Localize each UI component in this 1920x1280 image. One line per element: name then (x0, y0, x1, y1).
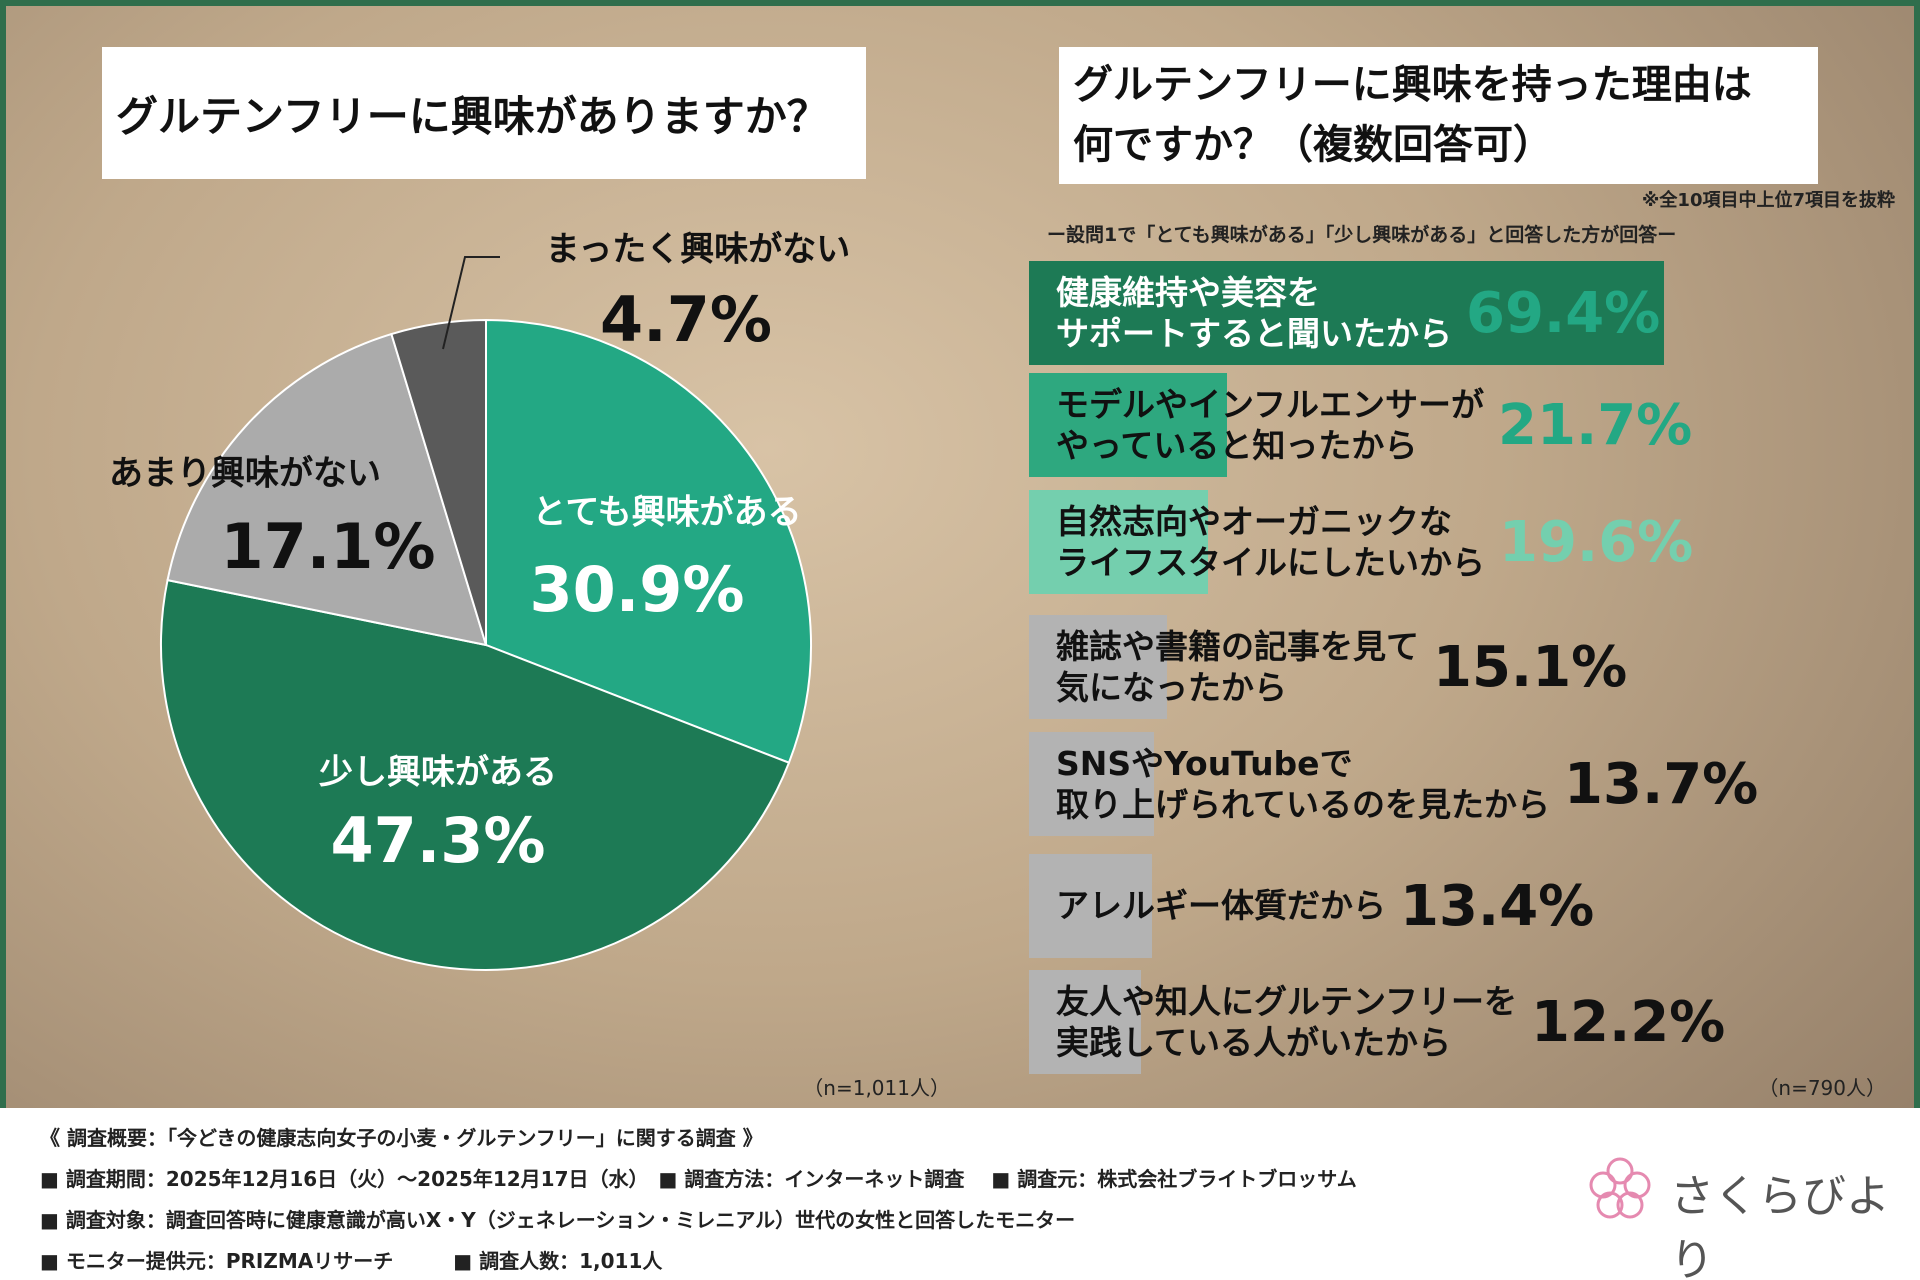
slice-value: 30.9% (529, 553, 744, 626)
bar-value: 12.2% (1531, 989, 1726, 1055)
pie-slice (485, 318, 812, 765)
bar-row: 健康維持や美容を サポートすると聞いたから 69.4% (1056, 261, 1660, 365)
bar-label: 友人や知人にグルテンフリーを 実践している人がいたから (1056, 981, 1518, 1062)
bar (1029, 615, 1168, 719)
bar (1029, 490, 1209, 594)
bar (1029, 373, 1228, 477)
logo-icon (1589, 1157, 1651, 1219)
bar-row: アレルギー体質だから 13.4% (1056, 854, 1594, 958)
bar (1029, 970, 1141, 1074)
bar-value: 21.7% (1498, 392, 1693, 458)
pie-title: グルテンフリーに興味がありますか？ (102, 47, 866, 179)
bar-row: 自然志向やオーガニックな ライフスタイルにしたいから 19.6% (1056, 490, 1693, 594)
pie-note: （n=1,011人） (803, 1076, 950, 1100)
bar-row: 雑誌や書籍の記事を見て 気になったから 15.1% (1056, 615, 1627, 719)
slice-label: あまり興味がない (109, 454, 381, 494)
slice-value: 4.7% (600, 283, 772, 356)
bar-value: 13.7% (1564, 751, 1759, 817)
pie-slice (166, 332, 488, 647)
bar-label: SNSやYouTubeで 取り上げられているのを見たから (1056, 743, 1551, 824)
bar-label: モデルやインフルエンサーが やっていると知ったから (1056, 384, 1485, 465)
leader-line (442, 256, 500, 350)
footer: 《 調査概要：「今どきの健康志向女子の小麦・グルテンフリー」に関する調査 》 ■ … (0, 1108, 1920, 1280)
footer-line: ■ 調査期間：2025年12月16日（火）～2025年12月17日（水） ■ 調… (40, 1167, 1357, 1191)
pie-chart: とても興味がある 30.9% 少し興味がある 47.3% あまり興味がない 17.1% まっ… (109, 230, 851, 971)
bar-label: 自然志向やオーガニックな ライフスタイルにしたいから (1056, 501, 1485, 582)
bar-row: SNSやYouTubeで 取り上げられているのを見たから 13.7% (1056, 732, 1758, 836)
subtitle: ー設問1で「とても興味がある」「少し興味がある」と回答した方が回答ー (1047, 224, 1677, 246)
annotation: ※全10項目中上位7項目を抜粋 (1641, 190, 1895, 211)
bar-row: モデルやインフルエンサーが やっていると知ったから 21.7% (1056, 373, 1692, 477)
slice-label: 少し興味がある (319, 753, 557, 793)
bar (1029, 732, 1155, 836)
bar-label: 健康維持や美容を サポートすると聞いたから (1056, 272, 1452, 353)
footer-lines: 《 調査概要：「今どきの健康志向女子の小麦・グルテンフリー」に関する調査 》 ■ … (40, 1118, 1357, 1280)
pie-slice (390, 318, 487, 646)
slice-label: まったく興味がない (546, 230, 851, 270)
bar-row: 友人や知人にグルテンフリーを 実践している人がいたから 12.2% (1056, 970, 1725, 1074)
bar-value: 13.4% (1400, 873, 1595, 939)
footer-line: 《 調査概要：「今どきの健康志向女子の小麦・グルテンフリー」に関する調査 》 (40, 1126, 763, 1150)
bar-title: グルテンフリーに興味を持った理由は 何ですか？（複数回答可） (1059, 47, 1818, 184)
bar-value: 19.6% (1499, 509, 1694, 575)
bar (1029, 854, 1152, 958)
bar-value: 69.4% (1466, 280, 1661, 346)
bar-label: アレルギー体質だから (1056, 886, 1386, 926)
bar (1029, 261, 1664, 365)
bar-value: 15.1% (1433, 634, 1628, 700)
slice-value: 17.1% (220, 510, 435, 583)
bar-label: 雑誌や書籍の記事を見て 気になったから (1056, 626, 1419, 707)
bar-note: （n=790人） (1758, 1076, 1886, 1100)
slice-value: 47.3% (330, 804, 545, 877)
footer-line: ■ モニター提供元：PRIZMAリサーチ ■ 調査人数：1,011人 (40, 1249, 663, 1273)
logo: さくらびより (1670, 1171, 1890, 1280)
slice-label: とても興味がある (532, 493, 801, 533)
pie-slice (160, 578, 791, 971)
footer-line: ■ 調査対象：調査回答時に健康意識が高いX・Y（ジェネレーション・ミレニアル）世… (40, 1208, 1076, 1232)
